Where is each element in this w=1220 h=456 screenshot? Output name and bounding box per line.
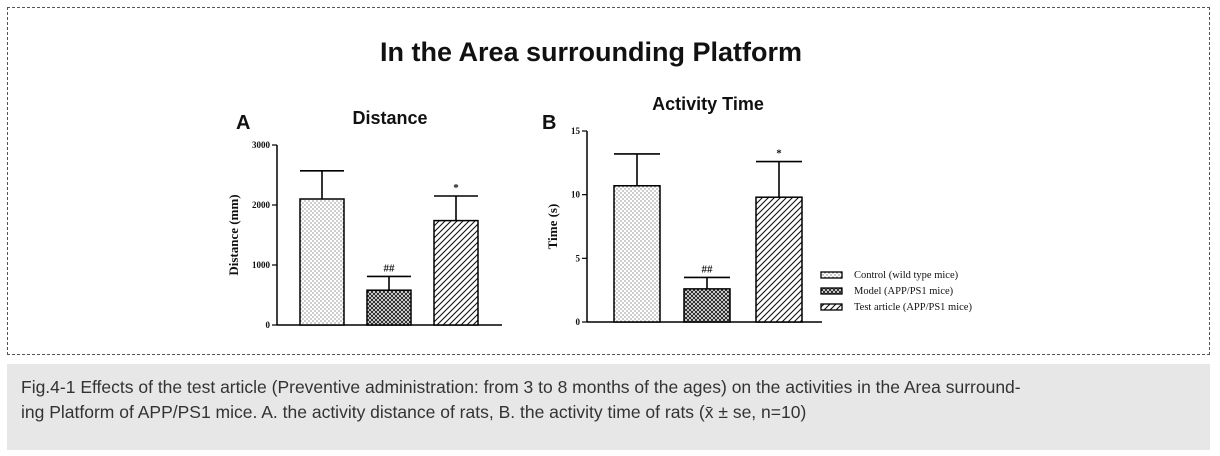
caption-line-2: ing Platform of APP/PS1 mice. A. the act… xyxy=(21,402,807,422)
y-tick-label: 2000 xyxy=(252,200,271,210)
activity-time-chart: 0 5 10 15 Time (s) ## * xyxy=(545,126,822,327)
panel-b-letter: B xyxy=(542,112,557,134)
y-tick-label: 1000 xyxy=(252,260,271,270)
legend-label: Model (APP/PS1 mice) xyxy=(854,286,954,297)
legend-label: Control (wild type mice) xyxy=(854,270,959,281)
significance-label: ## xyxy=(702,263,714,275)
legend-swatch xyxy=(820,271,843,279)
legend-swatch xyxy=(820,287,843,295)
bar xyxy=(755,196,803,323)
y-axis-label: Time (s) xyxy=(545,204,560,250)
y-tick-label: 0 xyxy=(266,320,271,330)
charts-svg: 0 1000 2000 3000 Distance (mm) ## * 0 5 10 15 Time… xyxy=(226,126,972,330)
y-tick-label: 15 xyxy=(571,126,581,136)
legend-label: Test article (APP/PS1 mice) xyxy=(854,302,972,313)
panel-a-letter: A xyxy=(236,112,251,134)
y-tick-label: 10 xyxy=(571,190,581,200)
bar xyxy=(366,289,412,326)
y-tick-label: 5 xyxy=(576,253,581,263)
figure-title: In the Area surrounding Platform xyxy=(379,37,803,67)
bar xyxy=(433,219,479,326)
y-tick-label: 0 xyxy=(576,317,581,327)
panel-b-title: Activity Time xyxy=(652,94,764,114)
legend-swatch xyxy=(820,303,843,311)
caption-line-1: Fig.4-1 Effects of the test article (Pre… xyxy=(21,377,1021,397)
significance-label: * xyxy=(776,148,782,160)
bar xyxy=(683,288,731,323)
bar xyxy=(299,198,345,326)
bar xyxy=(613,185,661,323)
figure-caption: Fig.4-1 Effects of the test article (Pre… xyxy=(7,364,1210,450)
y-axis-label: Distance (mm) xyxy=(226,194,241,275)
distance-chart: 0 1000 2000 3000 Distance (mm) ## * xyxy=(226,140,502,330)
y-tick-label: 3000 xyxy=(252,140,271,150)
significance-label: * xyxy=(453,182,459,194)
panel-a-title: Distance xyxy=(352,108,428,128)
legend: Control (wild type mice) Model (APP/PS1 m… xyxy=(820,270,972,313)
figure-frame: In the Area surrounding Platform xyxy=(7,7,1210,355)
significance-label: ## xyxy=(384,262,396,274)
